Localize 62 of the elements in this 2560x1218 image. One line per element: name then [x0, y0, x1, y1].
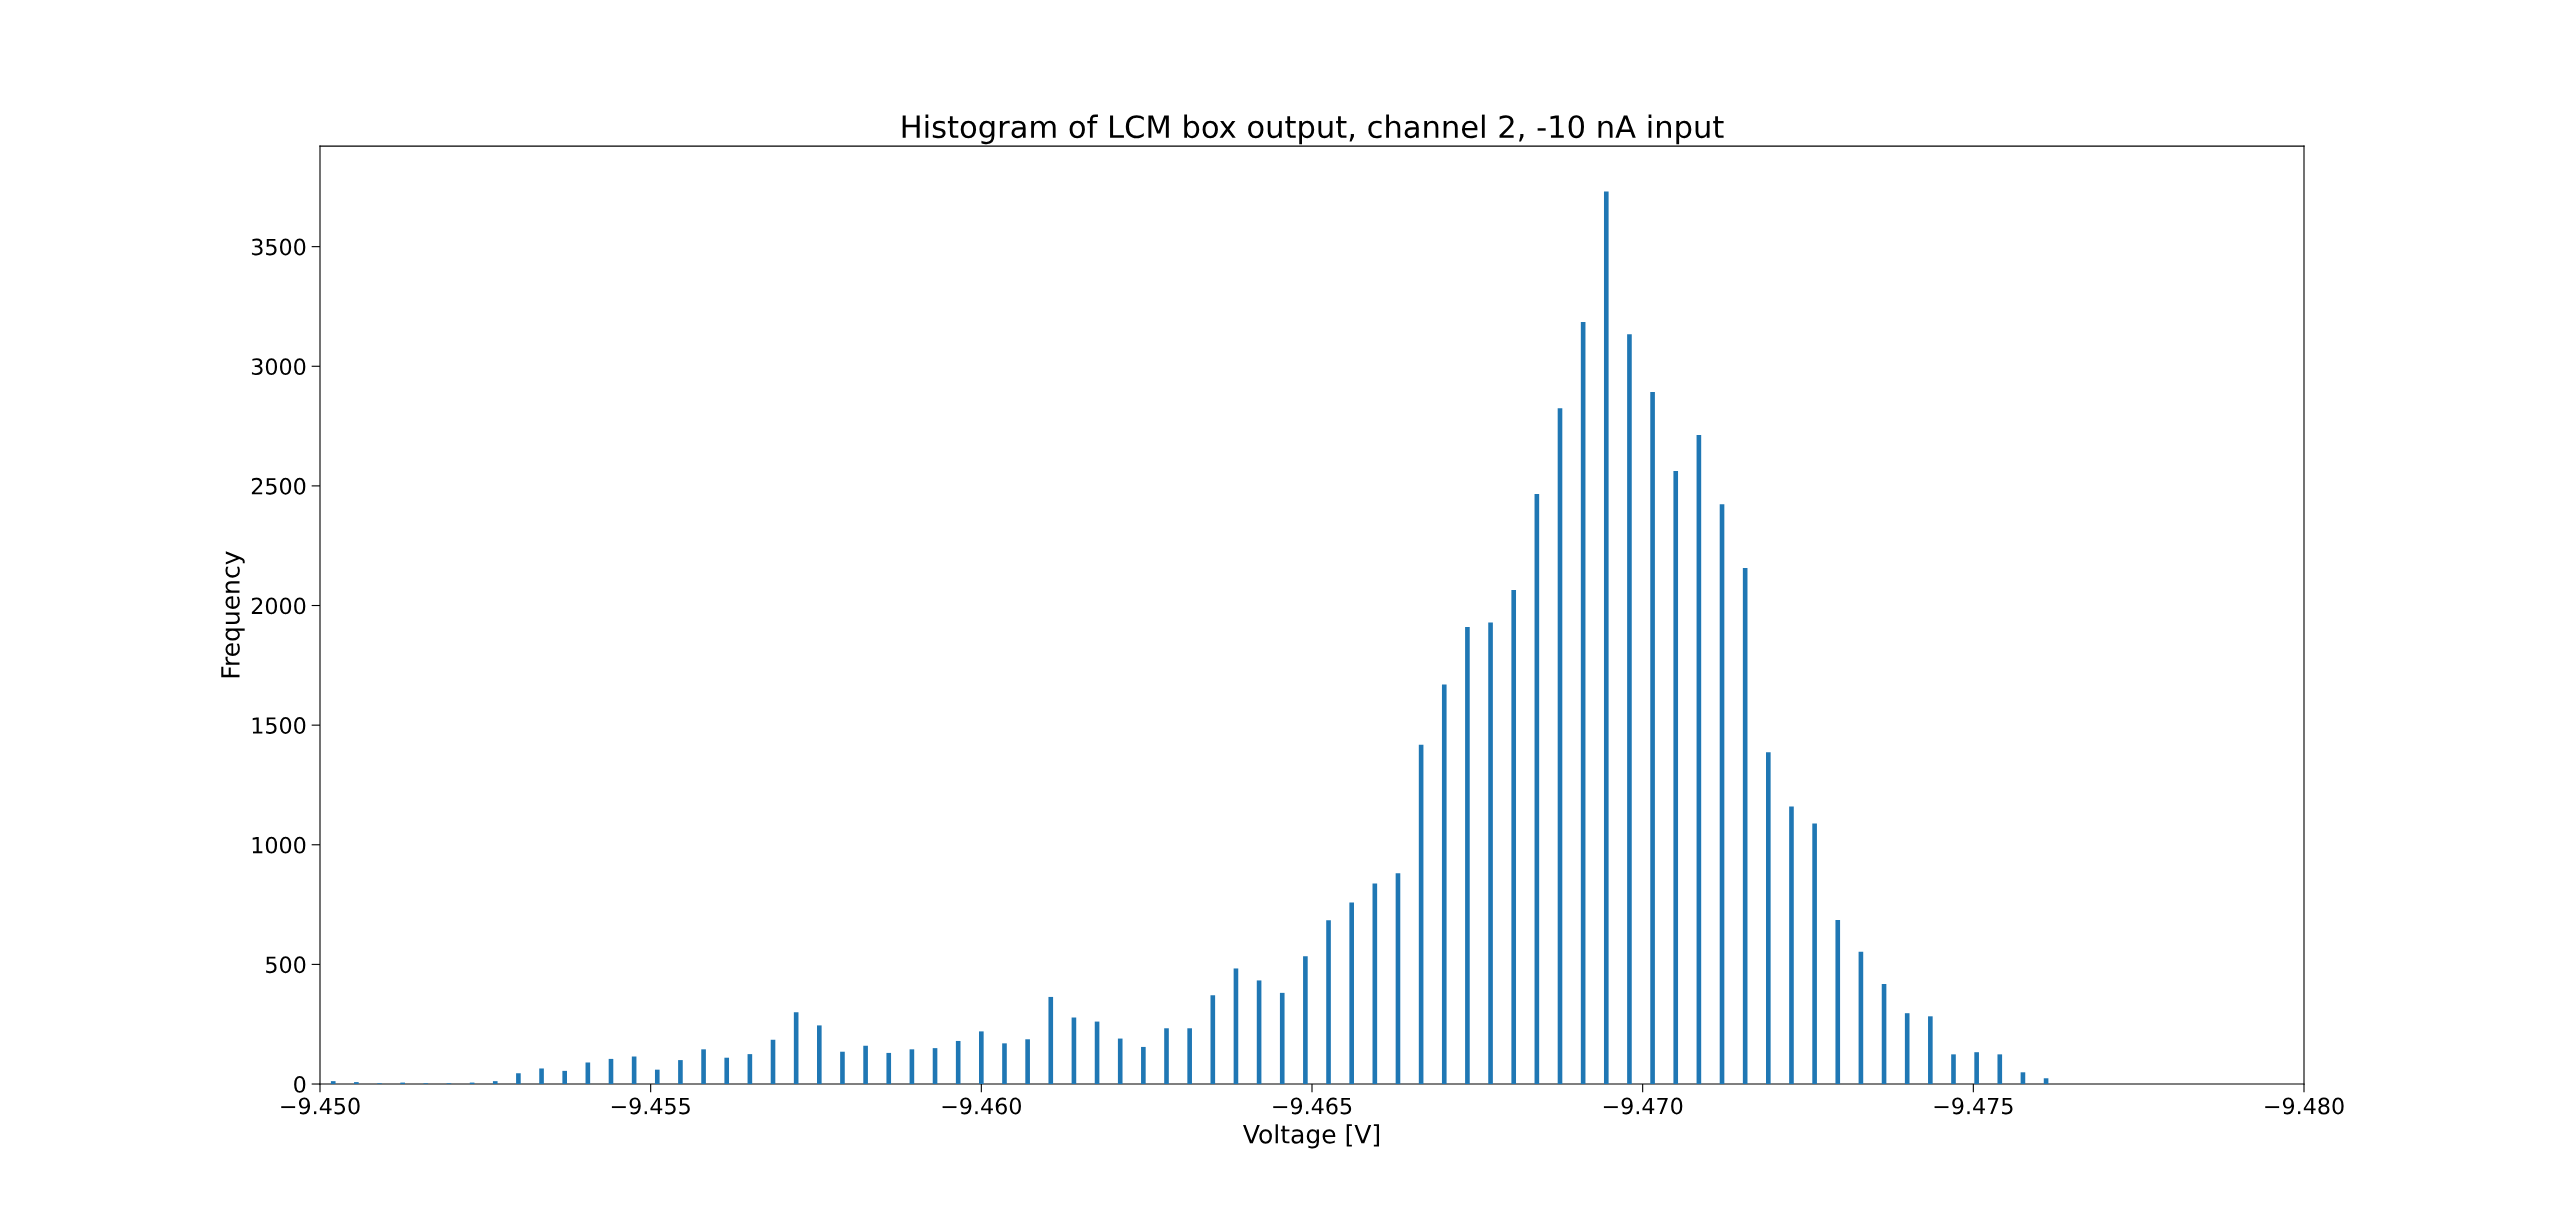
bar	[1187, 1028, 1192, 1085]
x-tick-label: −9.480	[2265, 1097, 2344, 1115]
x-tick-label: −9.450	[281, 1097, 360, 1115]
bar	[1766, 752, 1771, 1085]
bar	[1951, 1054, 1956, 1085]
bar	[979, 1031, 984, 1085]
bar	[516, 1073, 521, 1085]
bar	[1441, 684, 1447, 1085]
bar	[886, 1052, 892, 1085]
bar	[1835, 919, 1841, 1085]
x-tick-label: −9.470	[1603, 1097, 1683, 1115]
x-tick-label: −9.475	[1934, 1097, 2013, 1115]
x-tick-label: −9.460	[942, 1097, 1021, 1115]
bar	[1627, 334, 1632, 1085]
y-tick-label: 0	[294, 1075, 306, 1093]
bar	[1603, 191, 1609, 1085]
bar	[1511, 589, 1517, 1085]
bar	[1002, 1043, 1007, 1085]
bar	[1048, 996, 1054, 1085]
bar	[1210, 995, 1216, 1085]
y-tick-label: 500	[266, 956, 306, 974]
y-tick-label: 3500	[251, 238, 306, 256]
bar	[492, 1081, 498, 1085]
bar	[1488, 622, 1493, 1085]
bar	[1465, 627, 1470, 1085]
y-tick-label: 2000	[251, 597, 306, 615]
bar	[1650, 392, 1655, 1085]
bar	[1997, 1054, 2003, 1085]
bar	[654, 1069, 660, 1085]
x-axis-title: Voltage [V]	[1243, 1124, 1380, 1149]
bar	[724, 1057, 730, 1085]
chart-title: Histogram of LCM box output, channel 2, -10 nA input	[902, 114, 1724, 145]
bar	[1904, 1013, 1910, 1085]
x-tick-label: −9.455	[611, 1097, 690, 1115]
bar	[1025, 1039, 1030, 1085]
bar	[1928, 1016, 1933, 1085]
bar	[1326, 920, 1331, 1085]
bar	[701, 1049, 706, 1085]
bar	[1673, 471, 1679, 1085]
bar	[1974, 1052, 1979, 1085]
bar	[1279, 992, 1285, 1085]
bar	[863, 1045, 868, 1085]
bar	[1117, 1038, 1123, 1085]
bar	[562, 1070, 568, 1085]
bar	[1303, 956, 1308, 1085]
bar	[1349, 902, 1354, 1085]
y-tick-label: 3000	[251, 358, 306, 376]
y-tick-label: 2500	[251, 477, 306, 495]
bar	[1812, 823, 1817, 1085]
bar	[955, 1040, 961, 1085]
y-tick-label: 1000	[252, 836, 306, 854]
bar	[330, 1081, 336, 1085]
bar	[816, 1025, 822, 1085]
bar	[1141, 1046, 1146, 1085]
x-tick-label: −9.465	[1273, 1097, 1352, 1115]
bar	[539, 1068, 544, 1085]
bar	[1789, 806, 1794, 1085]
bar	[1164, 1028, 1169, 1085]
y-tick-label: 1500	[252, 717, 306, 734]
bar	[840, 1051, 845, 1085]
bar	[678, 1060, 683, 1085]
y-axis-title: Frequency	[221, 551, 245, 678]
